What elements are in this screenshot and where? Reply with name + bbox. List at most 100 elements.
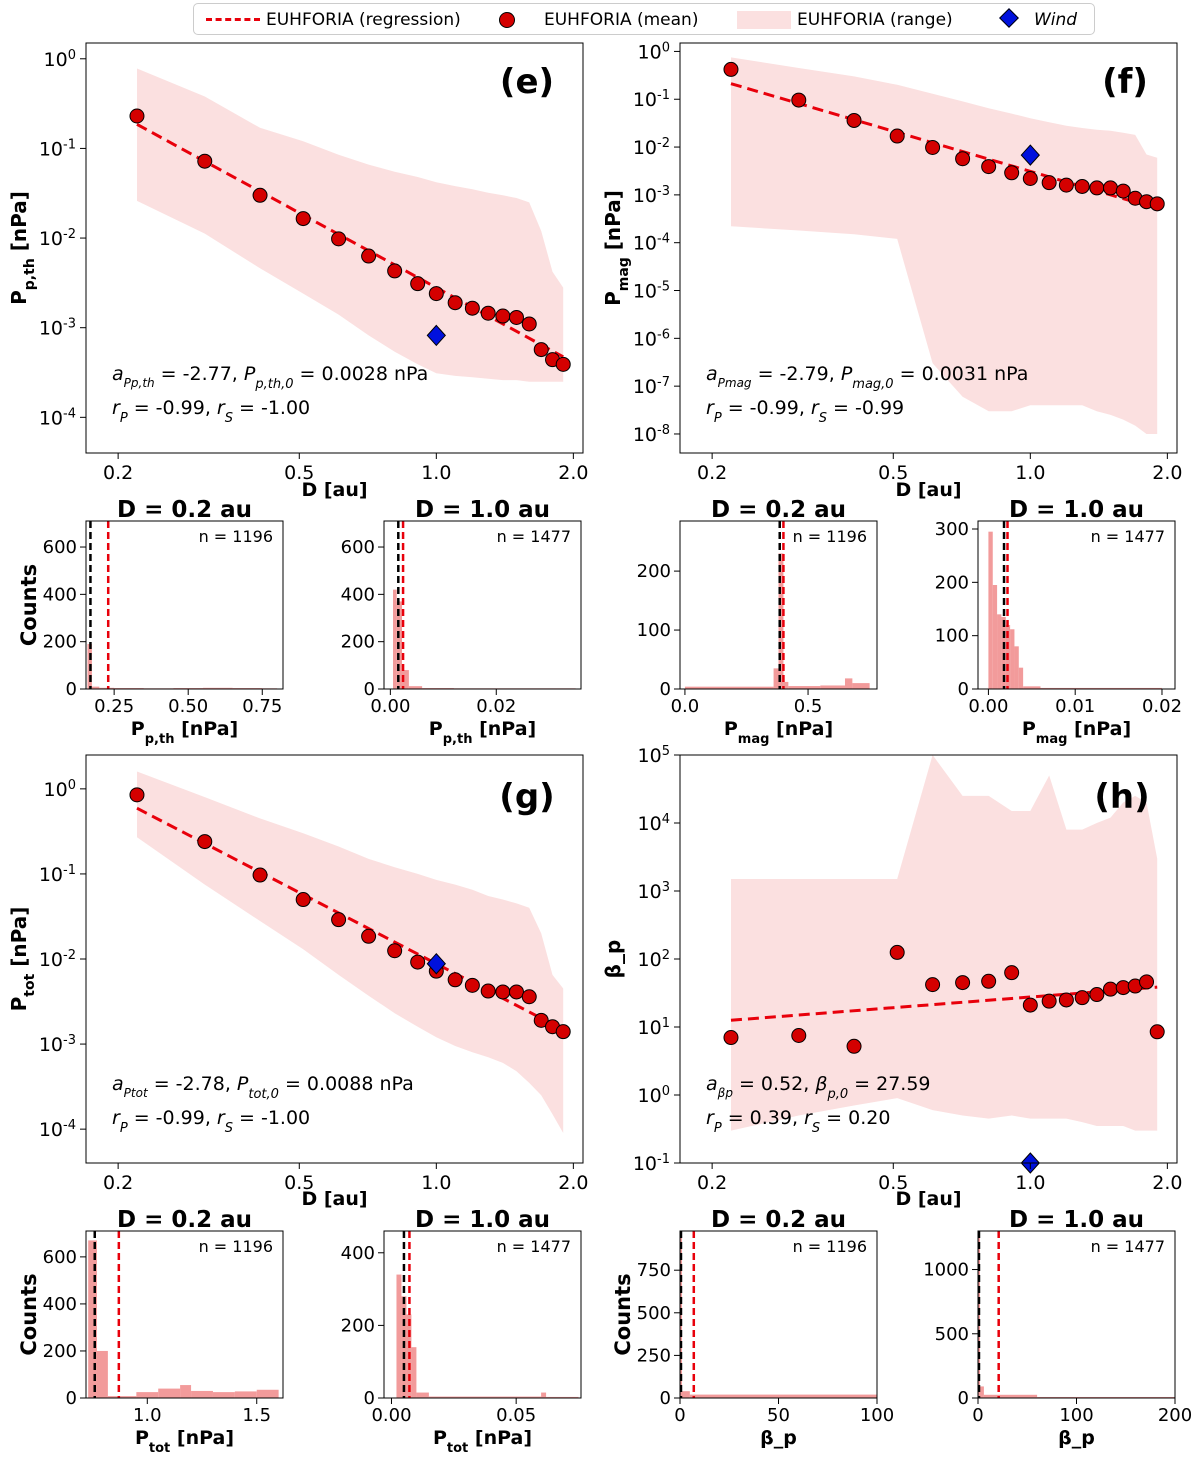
mean-point — [981, 973, 997, 989]
mean-point — [1022, 171, 1038, 187]
legend-range: EUHFORIA (range) — [797, 10, 953, 30]
hist-bar — [411, 1347, 417, 1398]
mean-point — [331, 231, 347, 247]
hist-bar — [773, 668, 779, 689]
sample-count: n = 1477 — [1091, 1237, 1165, 1256]
hist-bar — [1014, 646, 1019, 689]
hist-bar — [402, 670, 409, 689]
axes-frame — [679, 42, 1178, 454]
mean-point — [791, 1027, 807, 1043]
y-tick-label: 100 — [638, 1084, 670, 1108]
axes-frame — [85, 520, 284, 690]
y-tick-label: 250 — [637, 1345, 671, 1366]
x-tick-label: 0.5 — [878, 1172, 908, 1194]
x-axis-label: D [au] — [301, 1188, 367, 1210]
wind-point — [426, 324, 446, 347]
x-tick-label: 200 — [1158, 1405, 1192, 1426]
mean-point — [252, 187, 268, 203]
hist-title: D = 0.2 au — [117, 1207, 252, 1233]
hist-bar — [256, 1389, 279, 1398]
y-tick-label: 10-4 — [39, 1118, 76, 1142]
plot-area — [136, 68, 564, 382]
y-tick-label: 600 — [43, 537, 77, 558]
hist-bar — [978, 1233, 980, 1398]
hist-title: D = 0.2 au — [711, 1207, 846, 1233]
hist-bar — [820, 685, 845, 689]
hist-bar — [541, 1392, 547, 1398]
correlation-annotation: rP = -0.99, rS = -0.99 — [706, 397, 904, 426]
mean-point — [791, 92, 807, 108]
hist-bar — [979, 1386, 984, 1398]
x-tick-label: 0.75 — [242, 696, 282, 717]
mean-point — [555, 1024, 571, 1040]
fit-annotation: aPmag = -2.79, Pmag,0 = 0.0031 nPa — [706, 363, 1028, 392]
regression-line-icon — [206, 18, 260, 21]
x-tick-label: 0.00 — [371, 1405, 411, 1426]
histogram: 0.00 0.01 0.02 0 100 200 300 D = 1.0 au n = 1477… — [935, 497, 1182, 747]
hist-bar — [107, 1396, 137, 1398]
hist-bar — [546, 1396, 579, 1398]
mean-point — [1102, 180, 1118, 196]
range-band — [137, 771, 564, 1133]
mean-point — [521, 989, 537, 1005]
x-tick-label: 0.01 — [1055, 696, 1095, 717]
hist-bar — [684, 686, 774, 689]
x-tick-label: 1.0 — [421, 462, 451, 484]
y-tick-label: 10-8 — [633, 422, 670, 446]
x-tick-label: 0.50 — [168, 696, 208, 717]
wind-marker-icon — [999, 8, 1019, 28]
x-axis-label: D [au] — [895, 479, 961, 501]
axes-frame — [383, 520, 582, 690]
mean-point — [428, 286, 444, 302]
y-axis-label: Pp,th [nPa] — [7, 191, 38, 305]
y-tick-label: 10-3 — [39, 1033, 76, 1057]
y-axis-label: Counts — [17, 1273, 41, 1355]
x-tick-label: 0.2 — [697, 462, 727, 484]
mean-point — [521, 316, 537, 332]
mean-point — [846, 1038, 862, 1054]
y-tick-label: 10-2 — [39, 948, 76, 972]
histogram: 0.0 0.5 0 100 200 D = 0.2 au n = 1196 Pmag [nPa… — [637, 497, 878, 747]
mean-point — [387, 943, 403, 959]
range-band — [137, 68, 564, 382]
mean-point — [1074, 178, 1090, 194]
y-axis-label: Counts — [611, 1273, 635, 1355]
hist-title: D = 0.2 au — [711, 497, 846, 523]
axes-frame — [977, 520, 1176, 690]
hist-bar — [992, 585, 998, 689]
mean-point — [480, 983, 496, 999]
y-tick-label: 10-1 — [633, 1152, 670, 1176]
panel-label: (g) — [499, 777, 554, 817]
panel-label: (f) — [1102, 62, 1148, 102]
x-tick-label: 0.00 — [370, 696, 410, 717]
x-tick-label: 0.2 — [103, 462, 133, 484]
x-tick-label: 100 — [1059, 1405, 1093, 1426]
y-axis-label: Counts — [17, 564, 41, 646]
mean-point — [889, 944, 905, 960]
fit-annotation: aPp,th = -2.77, Pp,th,0 = 0.0028 nPa — [112, 363, 428, 392]
mean-point — [495, 984, 511, 1000]
hist-bar — [96, 1350, 108, 1398]
x-axis-label: β_p — [760, 1427, 797, 1449]
x-axis-label: D [au] — [301, 479, 367, 501]
mean-point — [508, 309, 524, 325]
hist-bar — [680, 1234, 682, 1398]
x-tick-label: 1.0 — [1015, 1172, 1045, 1194]
axes-frame — [679, 520, 878, 690]
y-tick-label: 10-2 — [39, 227, 76, 251]
mean-point — [129, 108, 145, 124]
mean-point — [197, 153, 213, 169]
hist-bar — [852, 683, 870, 689]
hist-bar — [1023, 686, 1041, 689]
y-tick-label: 200 — [43, 1341, 77, 1362]
mean-point — [1102, 981, 1118, 997]
y-tick-label: 103 — [638, 880, 670, 904]
mean-point — [387, 263, 403, 279]
mean-point — [295, 211, 311, 227]
mean-point — [331, 912, 347, 928]
histogram: 0 100 200 0 500 1000 D = 1.0 au n = 1477 β_p — [923, 1207, 1192, 1449]
x-axis-label: β_p — [1058, 1427, 1095, 1449]
x-tick-label: 2.0 — [558, 462, 588, 484]
x-tick-label: 0.5 — [284, 462, 314, 484]
